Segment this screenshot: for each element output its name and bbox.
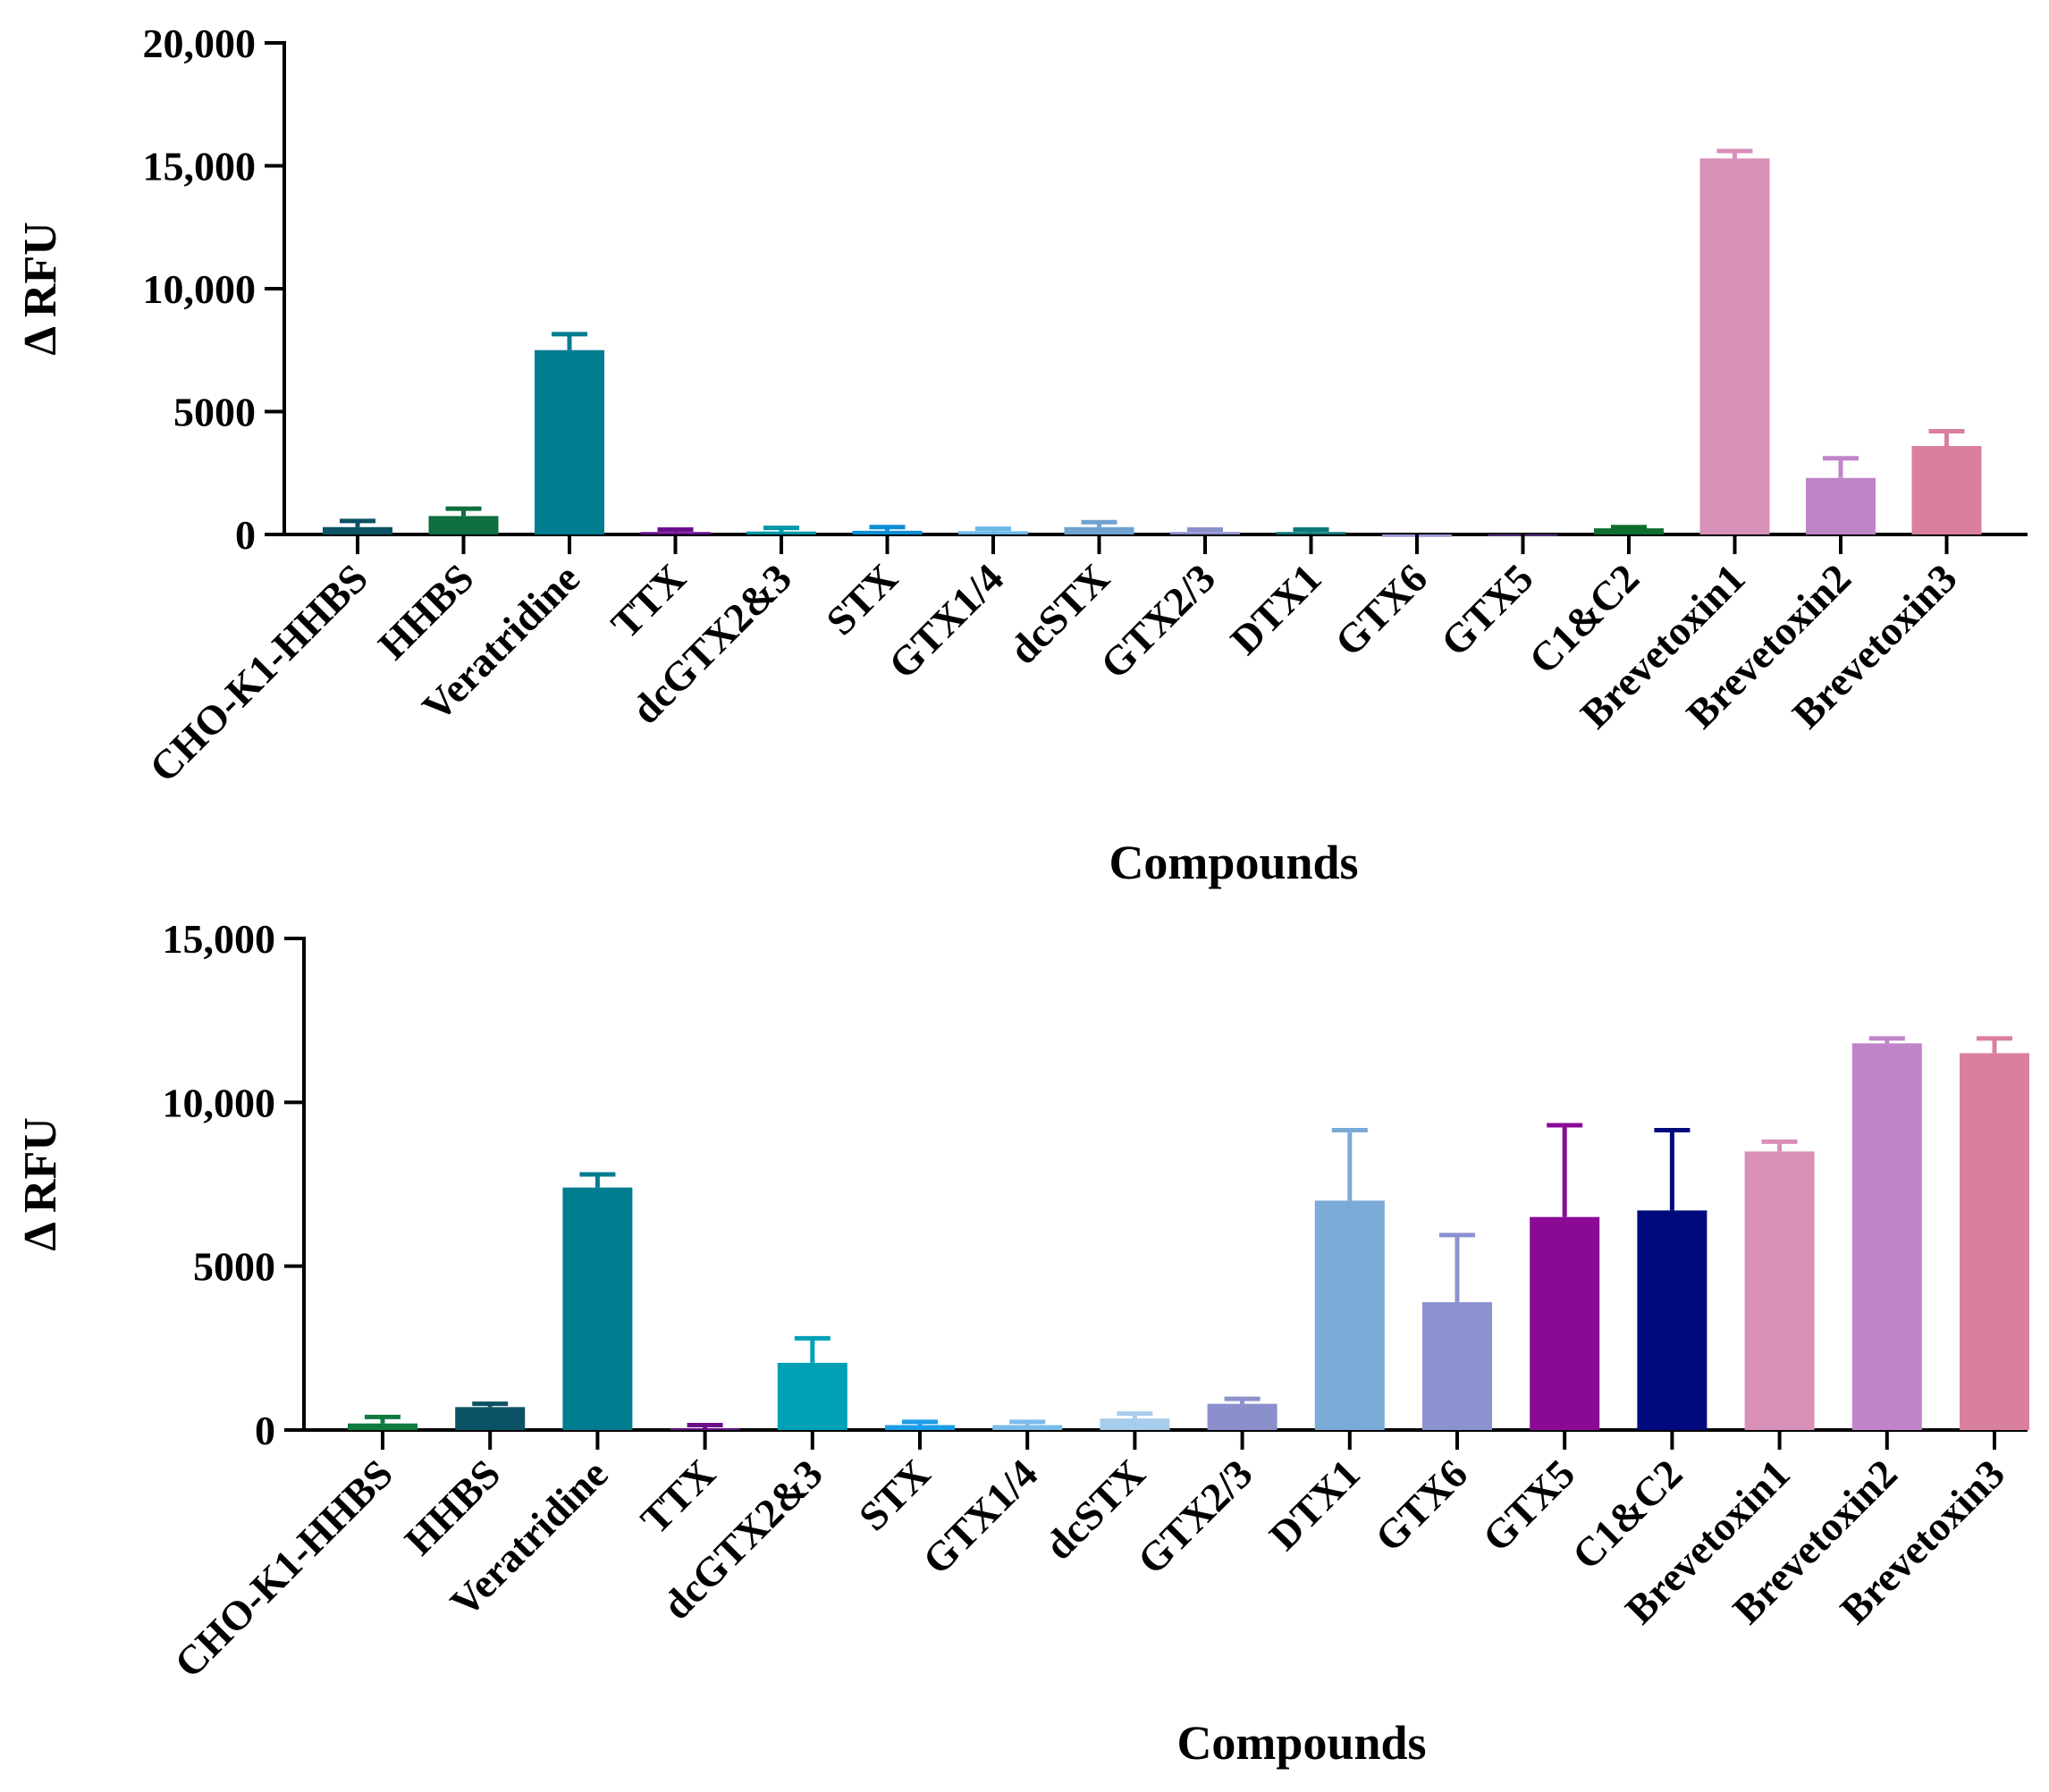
y-tick-label: 0 xyxy=(235,512,256,558)
bar-7 xyxy=(992,1425,1063,1430)
bar-4 xyxy=(640,532,711,534)
y-axis-label: Δ RFU xyxy=(15,1117,66,1251)
bar-6 xyxy=(885,1425,955,1430)
x-axis-label: Compounds xyxy=(1109,836,1358,889)
bar-16 xyxy=(1960,1053,2029,1430)
x-tick-label: TTX xyxy=(632,1451,724,1543)
bar-8 xyxy=(1100,1418,1170,1430)
y-tick-label: 5000 xyxy=(193,1244,275,1290)
y-axis-label: Δ RFU xyxy=(15,222,66,356)
bar-12 xyxy=(1530,1216,1600,1430)
x-tick-label: GTX1/4 xyxy=(914,1451,1046,1583)
x-tick-label: STX xyxy=(850,1451,939,1539)
bar-10 xyxy=(1276,532,1346,534)
bar-2 xyxy=(428,516,499,534)
bar-3 xyxy=(535,349,604,534)
x-tick-label: STX xyxy=(817,555,906,644)
bar-9 xyxy=(1207,1403,1277,1430)
y-tick-label: 15,000 xyxy=(143,144,257,189)
bar-10 xyxy=(1314,1200,1385,1430)
bar-5 xyxy=(746,531,816,534)
x-tick-label: GTX2/3 xyxy=(1092,555,1224,687)
bar-14 xyxy=(1699,158,1770,534)
bar-7 xyxy=(958,531,1028,534)
chart-1: 0 5000 10,000 15,000 20,000 Δ RFU Compounds CHO… xyxy=(15,21,2028,889)
bar-15 xyxy=(1806,477,1876,534)
bar-13 xyxy=(1594,528,1664,534)
bar-3 xyxy=(562,1187,633,1430)
x-axis-label: Compounds xyxy=(1176,1716,1426,1770)
bar-9 xyxy=(1170,532,1240,534)
x-tick-label: CHO-K1-HHBS xyxy=(140,555,376,791)
bar-4 xyxy=(670,1428,740,1430)
bar-1 xyxy=(323,526,392,534)
bar-15 xyxy=(1851,1043,1922,1430)
y-tick-label: 15,000 xyxy=(163,916,276,962)
bar-13 xyxy=(1637,1210,1708,1430)
y-tick-label: 5000 xyxy=(173,390,256,435)
bar-14 xyxy=(1744,1151,1815,1430)
x-tick-label: CHO-K1-HHBS xyxy=(165,1451,401,1687)
chart-2: 0 5000 10,000 15,000 Δ RFU Compounds CHO-K1-HH… xyxy=(15,916,2029,1770)
x-tick-label: DTX1 xyxy=(1222,555,1330,663)
x-tick-label: TTX xyxy=(603,555,695,647)
x-tick-label: GTX6 xyxy=(1326,555,1436,665)
bar-8 xyxy=(1064,526,1134,534)
y-tick-label: 10,000 xyxy=(163,1080,276,1125)
bar-11 xyxy=(1422,1302,1492,1430)
y-tick-label: 0 xyxy=(255,1408,275,1453)
x-tick-label: GTX1/4 xyxy=(880,555,1012,687)
x-tick-label: GTX6 xyxy=(1366,1451,1476,1561)
y-tick-label: 10,000 xyxy=(143,266,257,312)
x-tick-label: DTX1 xyxy=(1261,1451,1369,1559)
bar-16 xyxy=(1911,446,1982,534)
y-tick-label: 20,000 xyxy=(143,21,257,66)
x-tick-label: GTX2/3 xyxy=(1129,1451,1261,1583)
bar-6 xyxy=(852,530,923,534)
bar-2 xyxy=(455,1407,526,1430)
bar-1 xyxy=(348,1423,417,1430)
bar-5 xyxy=(777,1362,847,1430)
